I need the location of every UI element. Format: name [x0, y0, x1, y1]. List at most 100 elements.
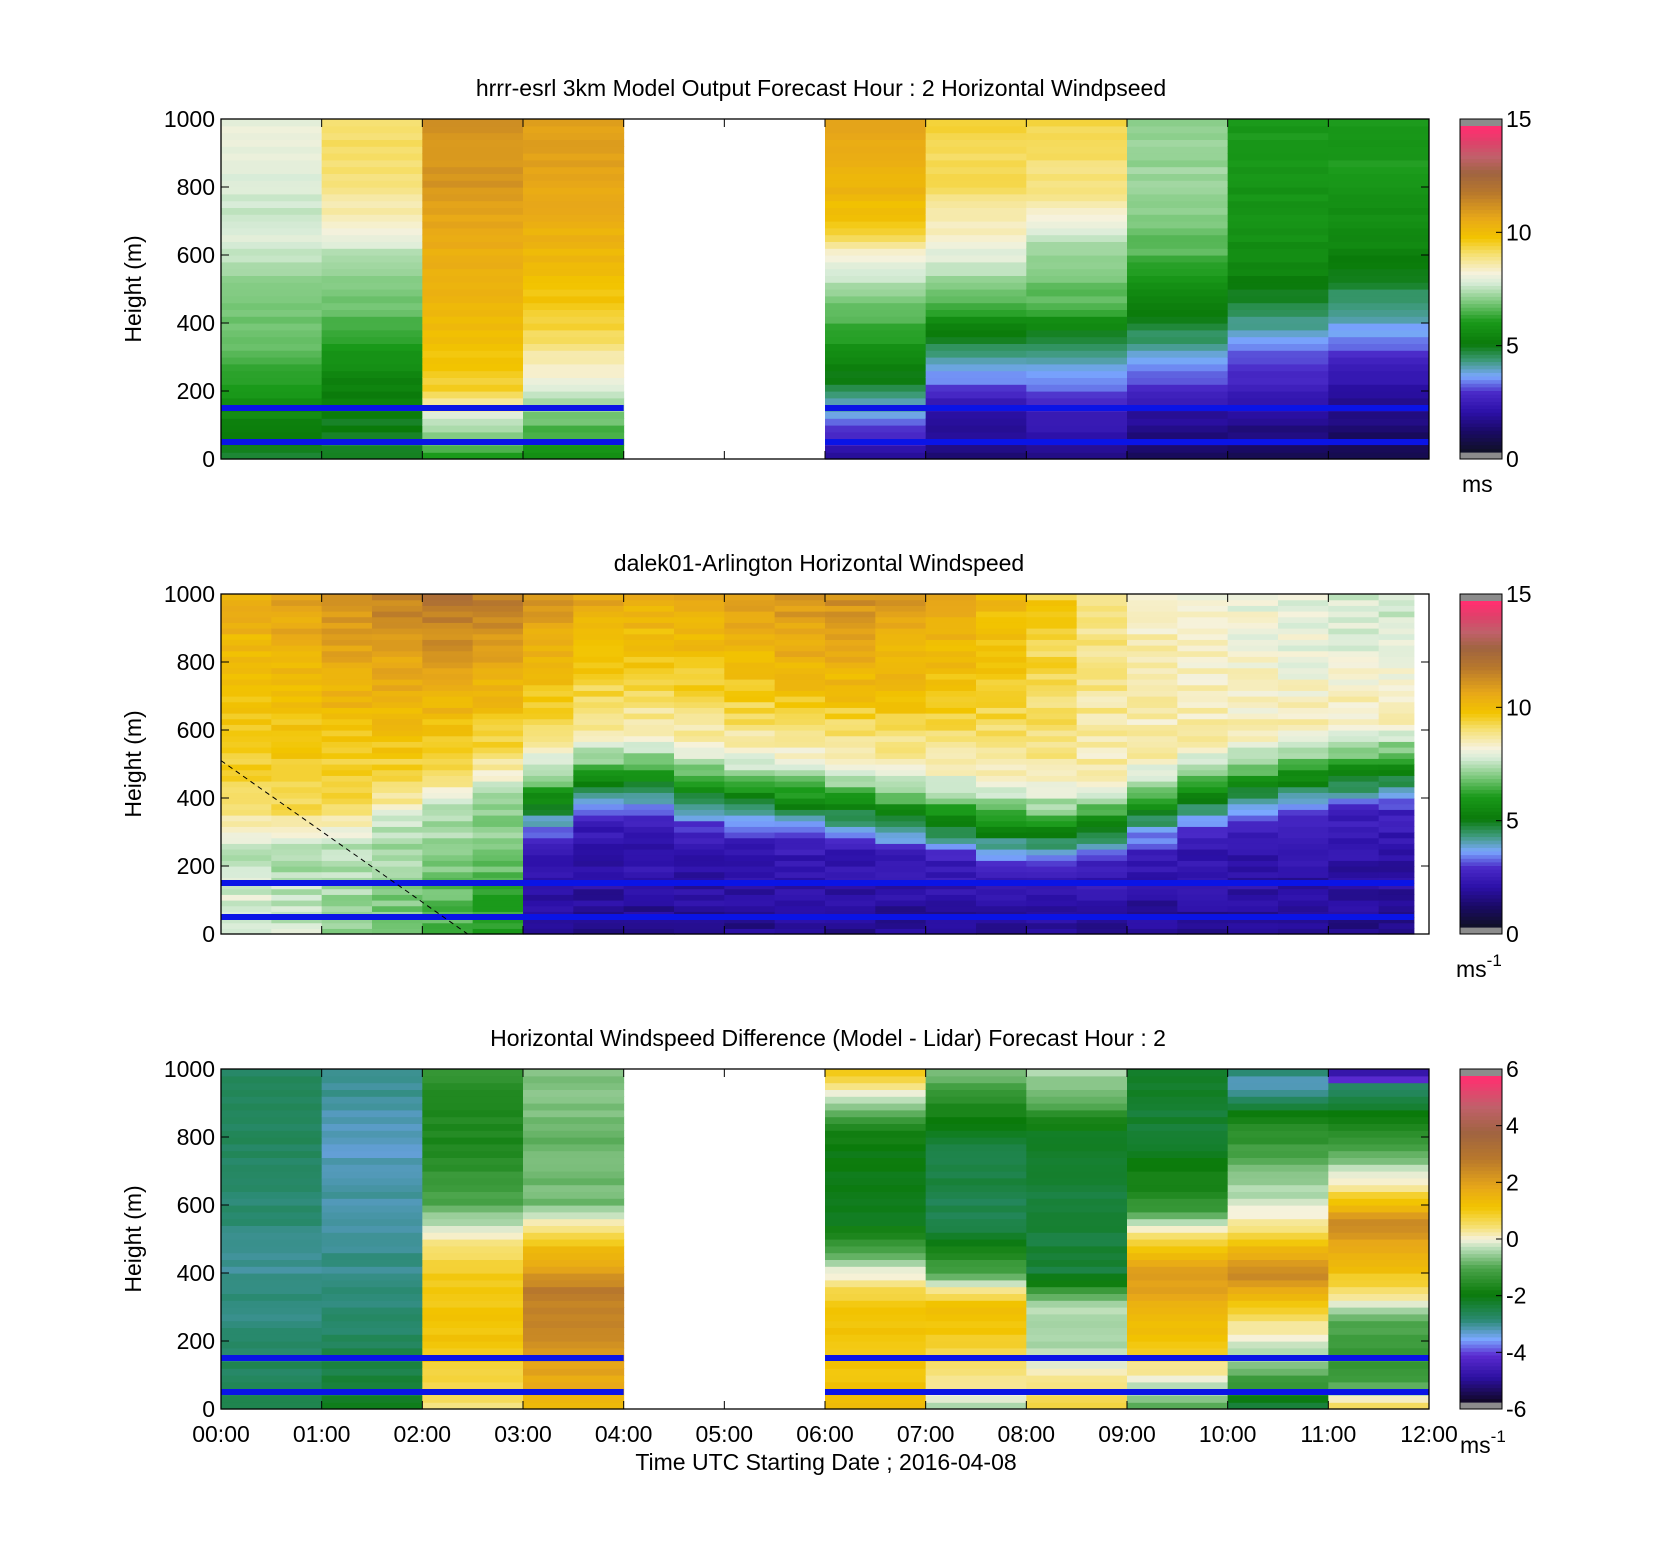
heatmap-cell: [774, 690, 826, 697]
heatmap-cell: [321, 1130, 423, 1138]
heatmap-cell: [1026, 628, 1078, 635]
colorbar-swatch: [1460, 234, 1502, 239]
heatmap-cell: [1328, 900, 1380, 907]
heatmap-cell: [573, 769, 625, 776]
heatmap-cell: [221, 146, 323, 154]
heatmap-cell: [825, 357, 927, 365]
heatmap-cell: [1328, 411, 1430, 419]
heatmap-cell: [825, 1239, 927, 1247]
heatmap-cell: [1378, 888, 1415, 895]
colorbar-swatch: [1460, 687, 1502, 693]
heatmap-cell: [573, 707, 625, 714]
heatmap-cell: [1227, 418, 1329, 426]
colorbar-swatch: [1460, 303, 1502, 308]
heatmap-cell: [1026, 860, 1078, 867]
heatmap-cell: [875, 826, 927, 833]
heatmap-cell: [221, 843, 272, 850]
heatmap-cell: [623, 605, 675, 612]
heatmap-cell: [1227, 849, 1279, 856]
colorbar-swatch: [1460, 292, 1502, 297]
heatmap-cell: [925, 1137, 1027, 1145]
colorbar-swatch: [1460, 1112, 1502, 1117]
colorbar-swatch: [1460, 829, 1502, 834]
heatmap-cell: [422, 922, 474, 929]
colorbar-swatch: [1460, 608, 1502, 613]
heatmap-cell: [774, 633, 826, 640]
heatmap-cell: [1278, 696, 1329, 703]
heatmap-cell: [825, 1096, 927, 1104]
heatmap-cell: [1127, 1075, 1229, 1084]
heatmap-cell: [422, 1320, 524, 1328]
heatmap-cell: [1026, 645, 1078, 652]
heatmap-cell: [422, 411, 524, 419]
heatmap-cell: [523, 1164, 625, 1172]
heatmap-cell: [925, 363, 1027, 372]
heatmap-cell: [774, 888, 826, 895]
heatmap-cell: [1278, 752, 1329, 759]
heatmap-cell: [422, 1157, 524, 1165]
heatmap-cell: [523, 384, 625, 392]
unit-base: ms: [1460, 1432, 1491, 1458]
heatmap-cell: [1278, 843, 1329, 850]
heatmap-cell: [422, 1177, 524, 1186]
heatmap-cell: [573, 662, 625, 669]
colorbar-swatch: [1460, 1195, 1502, 1200]
heatmap-cell: [1328, 336, 1430, 344]
colorbar-swatch: [1460, 807, 1502, 812]
heatmap-cell: [925, 1109, 1027, 1118]
heatmap-cell: [1127, 146, 1229, 154]
heatmap-cell: [523, 1293, 625, 1301]
heatmap-cell: [422, 234, 524, 242]
heatmap-cell: [1227, 1375, 1329, 1383]
colorbar-swatch: [1460, 785, 1502, 790]
colorbar-swatch: [1460, 655, 1502, 660]
colorbar-swatch: [1460, 1271, 1502, 1276]
heatmap-cell: [372, 832, 423, 839]
heatmap-cell: [321, 894, 373, 901]
heatmap-cell: [623, 883, 675, 890]
heatmap-cell: [875, 764, 927, 771]
heatmap-cell: [976, 752, 1027, 759]
heatmap-cell: [1278, 713, 1329, 720]
colorbar-swatch: [1460, 1260, 1502, 1265]
heatmap-cell: [1177, 662, 1229, 669]
heatmap-cell: [1227, 1075, 1329, 1084]
heatmap-cell: [1328, 713, 1380, 720]
heatmap-cell: [472, 758, 524, 765]
heatmap-cell: [825, 747, 876, 754]
heatmap-cell: [422, 758, 474, 765]
heatmap-cell: [472, 628, 524, 635]
heatmap-cell: [1328, 316, 1430, 324]
heatmap-cell: [523, 662, 574, 669]
heatmap-cell: [774, 752, 826, 759]
heatmap-cell: [774, 684, 826, 691]
colorbar-swatch: [1460, 782, 1502, 787]
heatmap-cell: [523, 452, 625, 460]
heatmap-cell: [674, 894, 725, 901]
heatmap-cell: [1026, 384, 1128, 392]
heatmap-cell: [523, 1307, 625, 1315]
heatmap-cell: [221, 815, 272, 822]
heatmap-cell: [1177, 605, 1229, 612]
heatmap-cell: [422, 820, 474, 827]
heatmap-cell: [1378, 684, 1415, 691]
heatmap-cell: [1227, 1089, 1329, 1097]
colorbar-swatch: [1460, 441, 1502, 446]
colorbar-swatch: [1460, 1362, 1502, 1367]
heatmap-cell: [825, 786, 876, 793]
heatmap-cell: [1026, 411, 1128, 419]
heatmap-cell: [573, 815, 625, 822]
heatmap-cell: [472, 820, 524, 827]
colorbar-swatch: [1460, 241, 1502, 247]
colorbar-swatch: [1460, 1079, 1502, 1084]
heatmap-cell: [1328, 282, 1430, 290]
heatmap-cell: [422, 894, 474, 901]
heatmap-cell: [321, 628, 373, 635]
heatmap-cell: [674, 656, 725, 663]
heatmap-cell: [674, 815, 725, 822]
heatmap-cell: [1227, 1184, 1329, 1192]
heatmap-cell: [1227, 662, 1279, 669]
heatmap-cell: [271, 775, 323, 782]
heatmap-cell: [774, 650, 826, 657]
heatmap-cell: [724, 866, 776, 873]
